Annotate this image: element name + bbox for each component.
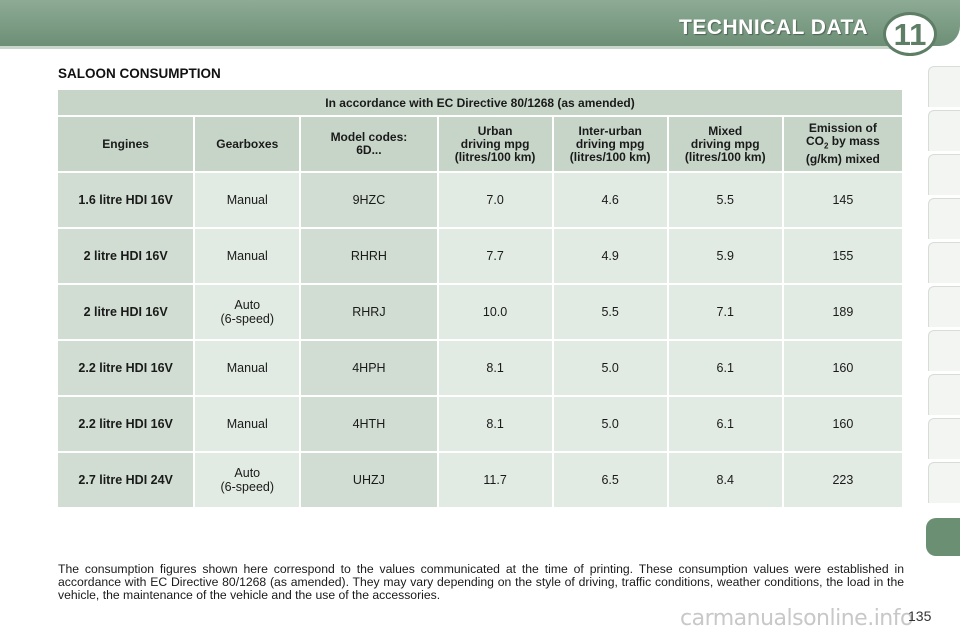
co2-cell: 160 (783, 397, 902, 451)
urban-cell: 7.7 (438, 229, 552, 283)
column-header-model-codes: Model codes: 6D... (301, 117, 437, 171)
urban-cell: 10.0 (438, 285, 552, 339)
table-row: 2.7 litre HDI 24V Auto (6-speed) UHZJ 11.7 6.… (58, 453, 902, 507)
column-header-emission: Emission of CO2 by mass (g/km) mixed (783, 117, 902, 171)
model-code-cell: 9HZC (301, 173, 437, 227)
mixed-cell: 5.9 (668, 229, 782, 283)
chapter-badge: 11 (883, 12, 937, 56)
consumption-note: The consumption figures shown here corre… (58, 562, 904, 602)
page-number: 135 (908, 608, 932, 624)
page-title: TECHNICAL DATA (679, 16, 868, 39)
chapter-tabs (926, 66, 960, 576)
gearbox-cell: Manual (195, 173, 300, 227)
gearbox-cell: Auto (6-speed) (195, 453, 300, 507)
engine-cell: 2.7 litre HDI 24V (58, 453, 194, 507)
model-code-cell: RHRJ (301, 285, 437, 339)
consumption-table: In accordance with EC Directive 80/1268 … (56, 88, 904, 509)
engine-cell: 2.2 litre HDI 16V (58, 341, 194, 395)
chapter-tab[interactable] (928, 110, 960, 151)
watermark: carmanualsonline.info (680, 606, 913, 631)
table-caption: In accordance with EC Directive 80/1268 … (58, 90, 902, 115)
engine-cell: 2 litre HDI 16V (58, 229, 194, 283)
column-header-gearboxes: Gearboxes (195, 117, 300, 171)
chapter-tab[interactable] (928, 242, 960, 283)
chapter-tab[interactable] (928, 330, 960, 371)
table-row: 1.6 litre HDI 16V Manual 9HZC 7.0 4.6 5.5 145 (58, 173, 902, 227)
header-divider (0, 46, 905, 49)
gearbox-cell: Manual (195, 229, 300, 283)
inter-urban-cell: 4.6 (553, 173, 667, 227)
engine-cell: 1.6 litre HDI 16V (58, 173, 194, 227)
inter-urban-cell: 6.5 (553, 453, 667, 507)
column-header-inter-urban: Inter-urban driving mpg (litres/100 km) (553, 117, 667, 171)
table-row: 2.2 litre HDI 16V Manual 4HTH 8.1 5.0 6.1 160 (58, 397, 902, 451)
co2-cell: 189 (783, 285, 902, 339)
column-header-mixed: Mixed driving mpg (litres/100 km) (668, 117, 782, 171)
inter-urban-cell: 5.0 (553, 397, 667, 451)
chapter-tab[interactable] (928, 462, 960, 503)
chapter-tab[interactable] (928, 418, 960, 459)
chapter-tab[interactable] (928, 374, 960, 415)
model-code-cell: RHRH (301, 229, 437, 283)
table-row: 2 litre HDI 16V Auto (6-speed) RHRJ 10.0 5.5 7… (58, 285, 902, 339)
chapter-tab[interactable] (928, 66, 960, 107)
mixed-cell: 5.5 (668, 173, 782, 227)
co2-cell: 155 (783, 229, 902, 283)
header-band (0, 0, 960, 46)
section-title: SALOON CONSUMPTION (58, 66, 221, 81)
model-code-cell: UHZJ (301, 453, 437, 507)
chapter-tab-active[interactable] (926, 518, 960, 556)
mixed-cell: 7.1 (668, 285, 782, 339)
gearbox-cell: Manual (195, 341, 300, 395)
column-header-urban: Urban driving mpg (litres/100 km) (438, 117, 552, 171)
co2-cell: 145 (783, 173, 902, 227)
urban-cell: 8.1 (438, 397, 552, 451)
inter-urban-cell: 5.5 (553, 285, 667, 339)
urban-cell: 7.0 (438, 173, 552, 227)
mixed-cell: 8.4 (668, 453, 782, 507)
table-row: 2 litre HDI 16V Manual RHRH 7.7 4.9 5.9 155 (58, 229, 902, 283)
column-header-engines: Engines (58, 117, 194, 171)
mixed-cell: 6.1 (668, 341, 782, 395)
gearbox-cell: Manual (195, 397, 300, 451)
mixed-cell: 6.1 (668, 397, 782, 451)
urban-cell: 11.7 (438, 453, 552, 507)
model-code-cell: 4HPH (301, 341, 437, 395)
inter-urban-cell: 4.9 (553, 229, 667, 283)
chapter-tab[interactable] (928, 154, 960, 195)
inter-urban-cell: 5.0 (553, 341, 667, 395)
co2-cell: 223 (783, 453, 902, 507)
chapter-tab[interactable] (928, 286, 960, 327)
co2-cell: 160 (783, 341, 902, 395)
engine-cell: 2.2 litre HDI 16V (58, 397, 194, 451)
urban-cell: 8.1 (438, 341, 552, 395)
model-code-cell: 4HTH (301, 397, 437, 451)
engine-cell: 2 litre HDI 16V (58, 285, 194, 339)
table-row: 2.2 litre HDI 16V Manual 4HPH 8.1 5.0 6.1 160 (58, 341, 902, 395)
chapter-number: 11 (893, 16, 927, 52)
gearbox-cell: Auto (6-speed) (195, 285, 300, 339)
chapter-tab[interactable] (928, 198, 960, 239)
